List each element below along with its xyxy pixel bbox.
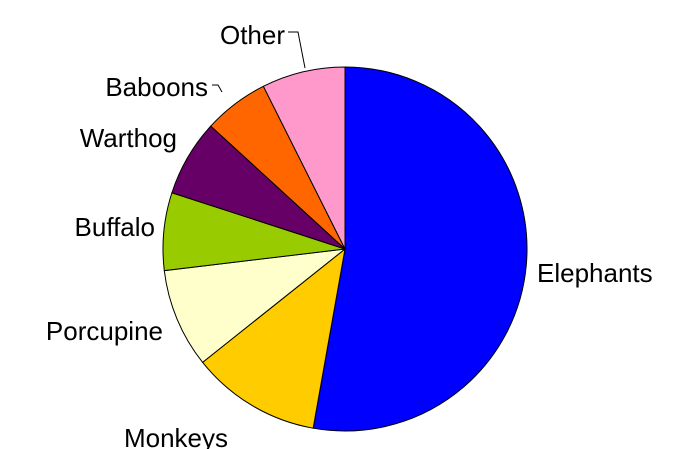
slice-label-baboons: Baboons bbox=[105, 72, 208, 102]
pie-slice-monkeys bbox=[201, 247, 346, 429]
slice-label-porcupine: Porcupine bbox=[46, 316, 163, 346]
leader-line-other bbox=[288, 31, 306, 69]
slice-label-warthog: Warthog bbox=[80, 123, 177, 153]
leader-line-baboons bbox=[212, 84, 223, 93]
pie-slices bbox=[162, 66, 528, 432]
slice-label-buffalo: Buffalo bbox=[75, 212, 155, 242]
pie-slice-elephants bbox=[312, 66, 528, 432]
leader-lines bbox=[212, 31, 306, 93]
slice-label-monkeys: Monkeys bbox=[124, 423, 228, 449]
slice-label-other: Other bbox=[220, 20, 285, 50]
slice-labels: Elephants Monkeys Porcupine Buffalo Warthog B… bbox=[46, 20, 653, 449]
pie-slice-porcupine bbox=[163, 248, 347, 364]
slice-label-elephants: Elephants bbox=[537, 258, 653, 288]
pie-slice-other bbox=[262, 66, 346, 250]
